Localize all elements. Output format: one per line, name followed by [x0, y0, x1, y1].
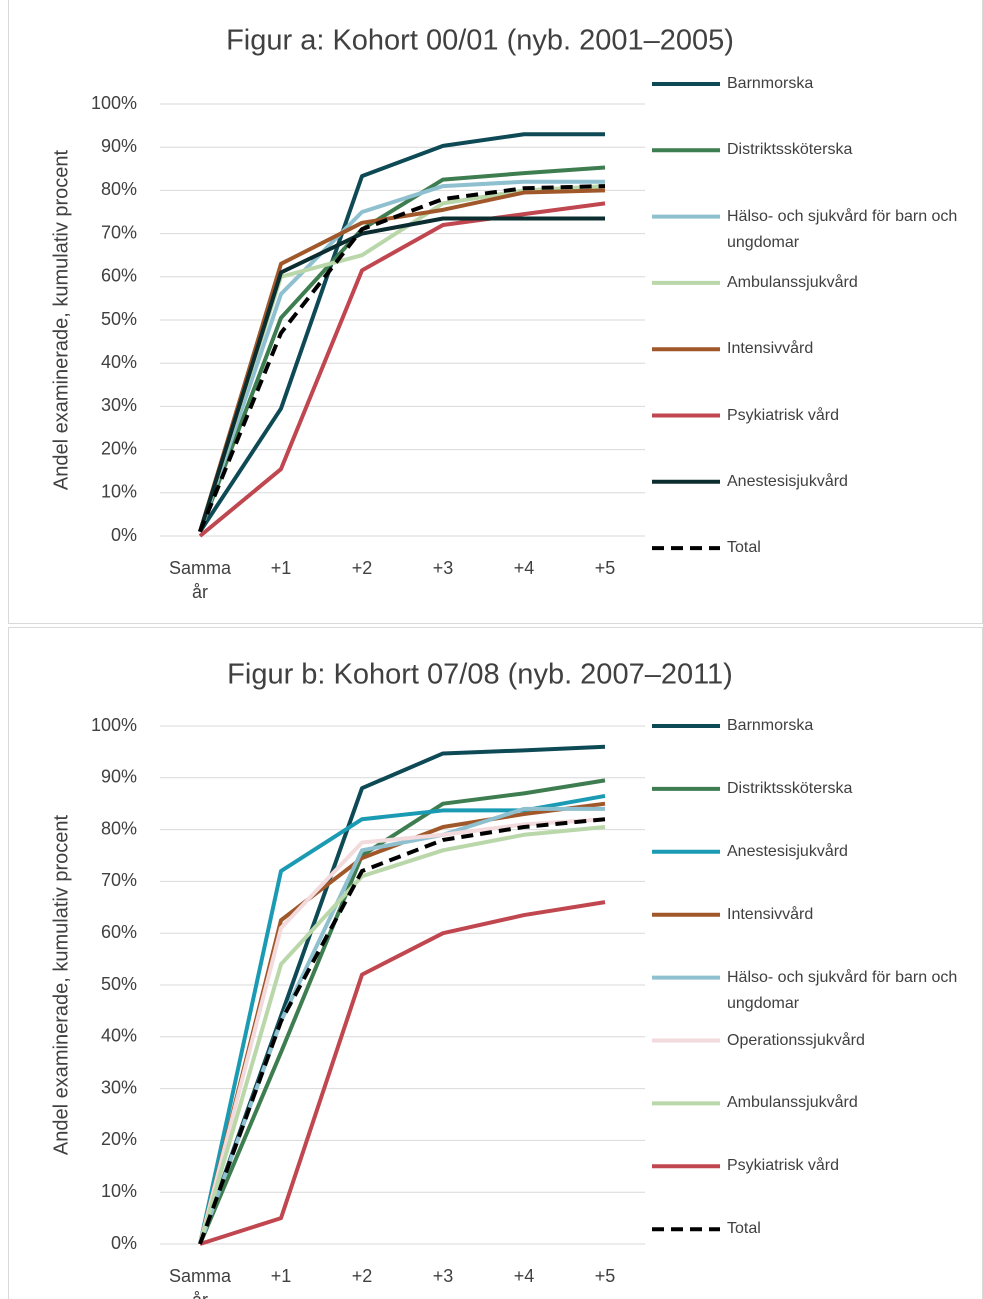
legend-label: Hälso- och sjukvård för barn och ungdoma… [727, 968, 958, 1012]
y-tick-label: 0% [111, 1233, 137, 1253]
series-line [198, 806, 605, 1245]
legend-label: Hälso- och sjukvård för barn och ungdoma… [727, 207, 958, 251]
x-tick-label: +2 [351, 1266, 373, 1286]
series-line [198, 817, 606, 1245]
x-tick-label: +1 [270, 1266, 292, 1286]
x-tick-label: +3 [432, 558, 454, 578]
series-line [198, 825, 606, 1245]
x-tick-label: Samma år [168, 558, 231, 602]
series-line [198, 817, 606, 1245]
y-tick-label: 0% [111, 525, 137, 545]
legend-label: Intensivvård [727, 340, 814, 358]
y-tick-label: 40% [101, 1026, 137, 1046]
series-line [198, 188, 606, 533]
series-line [198, 184, 606, 533]
legend-label: Ambulanssjukvård [727, 1094, 858, 1112]
y-tick-label: 10% [101, 482, 137, 502]
legend-label: Psykiatrisk vård [727, 1157, 840, 1175]
legend-label: Total [727, 539, 761, 557]
x-tick-label: +1 [270, 558, 292, 578]
y-tick-label: 60% [101, 922, 137, 942]
x-tick-label: +4 [513, 558, 535, 578]
y-tick-label: 50% [101, 974, 137, 994]
series-line [199, 900, 606, 1246]
legend-label: Intensivvård [727, 905, 814, 923]
x-tick-label: +2 [351, 558, 373, 578]
y-tick-label: 50% [101, 309, 137, 329]
y-tick-label: 60% [101, 266, 137, 286]
x-tick-label: +4 [513, 1266, 535, 1286]
series-line [198, 216, 605, 533]
y-tick-label: 80% [101, 818, 137, 838]
chart-title: Figur b: Kohort 07/08 (nyb. 2007–2011) [227, 659, 733, 691]
y-axis-label: Andel examinerade, kumulativ procent [50, 149, 72, 490]
y-tick-label: 20% [101, 438, 137, 458]
x-tick-label: +5 [594, 1266, 616, 1286]
y-tick-label: 20% [101, 1129, 137, 1149]
series-line [198, 179, 605, 533]
series-line [198, 801, 606, 1245]
legend-label: Ambulanssjukvård [727, 273, 858, 291]
y-tick-label: 40% [101, 352, 137, 372]
chart-title: Figur a: Kohort 00/01 (nyb. 2001–2005) [226, 25, 734, 57]
legend-label: Distriktssköterska [727, 141, 853, 159]
y-tick-label: 10% [101, 1181, 137, 1201]
x-tick-label: +5 [594, 558, 616, 578]
y-tick-label: 90% [101, 136, 137, 156]
legend-label: Distriktssköterska [727, 779, 853, 797]
x-tick-label: Samma år [168, 1266, 231, 1299]
y-tick-label: 30% [101, 1077, 137, 1097]
legend-label: Barnmorska [727, 75, 814, 92]
y-tick-label: 70% [101, 870, 137, 890]
series-line [198, 778, 606, 1245]
y-tick-label: 80% [101, 179, 137, 199]
series-line [198, 132, 605, 533]
legend-label: Psykiatrisk vård [727, 406, 840, 424]
x-tick-label: +3 [432, 1266, 454, 1286]
legend-label: Anestesisjukvård [727, 472, 848, 490]
legend-label: Total [727, 1220, 761, 1238]
y-tick-label: 100% [91, 93, 137, 113]
legend-label: Operationssjukvård [727, 1031, 865, 1049]
series-line [198, 201, 606, 538]
y-axis-label: Andel examinerade, kumulativ procent [50, 814, 72, 1155]
y-tick-label: 100% [91, 715, 137, 735]
y-tick-label: 70% [101, 222, 137, 242]
y-tick-label: 90% [101, 767, 137, 787]
legend-label: Anestesisjukvård [727, 842, 848, 860]
y-tick-label: 30% [101, 395, 137, 415]
series-line [198, 165, 606, 533]
legend-label: Barnmorska [727, 717, 814, 734]
